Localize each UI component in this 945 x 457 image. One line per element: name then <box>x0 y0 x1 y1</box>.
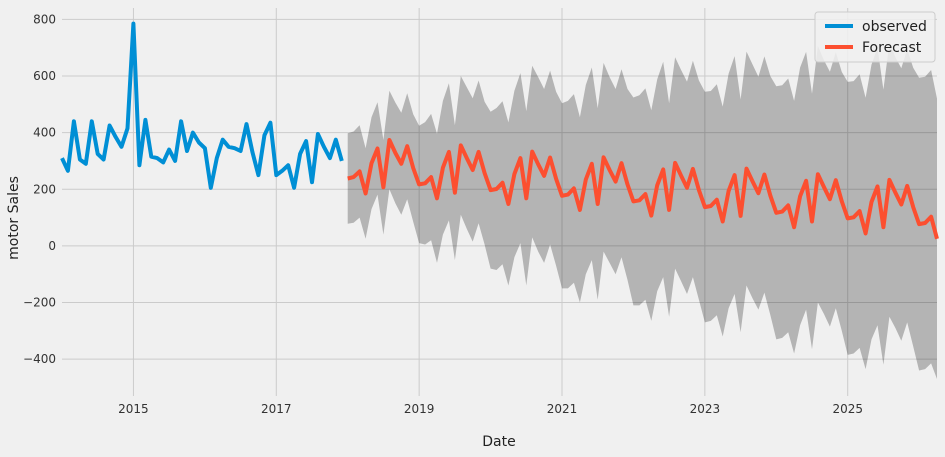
y-tick-label: 600 <box>33 69 56 83</box>
y-tick-label: −200 <box>23 296 56 310</box>
y-tick-label: 0 <box>48 239 56 253</box>
x-tick-label: 2017 <box>261 402 292 416</box>
y-tick-label: 400 <box>33 126 56 140</box>
legend-observed-label: observed <box>862 19 927 35</box>
confidence-band-area <box>347 43 937 379</box>
legend-forecast-label: Forecast <box>862 40 922 56</box>
series-lines <box>60 21 939 240</box>
y-axis-label: motor Sales <box>6 176 22 260</box>
y-tick-label: 200 <box>33 182 56 196</box>
confidence-band <box>347 43 937 379</box>
y-tick-label: −400 <box>23 352 56 366</box>
x-tick-label: 2015 <box>118 402 149 416</box>
legend: observed Forecast <box>814 11 936 63</box>
observed-line <box>60 21 344 190</box>
y-tick-label: 800 <box>33 12 56 26</box>
x-tick-label: 2021 <box>547 402 578 416</box>
x-tick-label: 2019 <box>404 402 435 416</box>
tick-labels: −400 −200 0 200 400 600 800 2015 2017 2019 2021 202… <box>23 12 863 416</box>
x-tick-label: 2025 <box>832 402 863 416</box>
grid <box>62 8 937 396</box>
x-axis-label: Date <box>482 434 515 450</box>
forecast-line <box>347 138 939 240</box>
x-tick-label: 2023 <box>690 402 721 416</box>
